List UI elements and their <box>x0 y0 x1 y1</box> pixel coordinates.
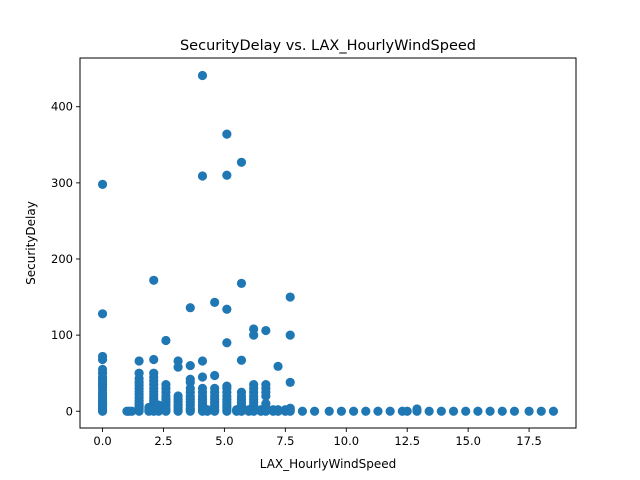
data-point <box>161 380 171 390</box>
x-tick-label: 7.5 <box>276 434 294 448</box>
data-point <box>97 179 108 189</box>
data-point <box>509 406 520 416</box>
data-point <box>134 368 144 378</box>
data-point <box>497 406 507 416</box>
data-point <box>161 335 171 346</box>
data-point <box>536 406 546 416</box>
data-point <box>134 356 144 366</box>
x-tick-label: 5.0 <box>215 434 233 448</box>
data-point <box>285 292 295 302</box>
data-point <box>197 383 208 394</box>
data-point <box>309 406 320 416</box>
data-point <box>97 309 108 319</box>
y-tick-label: 0 <box>66 404 73 418</box>
data-point <box>261 399 271 409</box>
data-point <box>210 297 220 307</box>
data-point <box>373 406 383 416</box>
data-point <box>197 171 208 181</box>
data-point <box>197 372 208 382</box>
data-point <box>402 406 412 416</box>
x-tick-label: 17.5 <box>516 434 542 448</box>
data-point <box>385 406 395 416</box>
y-tick-label: 400 <box>51 100 73 114</box>
plot-frame <box>79 57 577 429</box>
data-point <box>436 406 446 416</box>
data-point <box>236 355 247 365</box>
data-point <box>548 406 559 416</box>
data-point <box>249 380 259 390</box>
data-point <box>154 400 164 410</box>
data-point <box>424 406 434 416</box>
data-point <box>127 406 137 416</box>
data-point <box>210 370 220 381</box>
data-point <box>97 364 108 374</box>
chart-title: SecurityDelay vs. LAX_HourlyWindSpeed <box>180 38 476 54</box>
data-point <box>149 354 159 365</box>
y-tick-label: 200 <box>51 252 73 266</box>
y-axis: 0 100 200 300 400 <box>51 100 80 418</box>
data-point <box>412 404 422 414</box>
data-point <box>285 403 295 413</box>
data-point <box>149 368 159 378</box>
data-point <box>324 406 334 416</box>
data-point <box>210 383 220 394</box>
data-point <box>236 387 247 397</box>
data-point <box>273 361 283 371</box>
data-point <box>448 406 459 416</box>
data-point <box>197 356 208 366</box>
data-point <box>185 360 195 371</box>
data-point <box>348 406 359 416</box>
data-point <box>222 381 232 391</box>
data-point <box>97 351 108 362</box>
data-point <box>197 70 208 81</box>
x-tick-label: 10.0 <box>333 434 359 448</box>
data-point <box>185 374 195 384</box>
x-tick-label: 0.0 <box>93 434 111 448</box>
data-point <box>202 405 212 415</box>
data-point <box>261 325 271 336</box>
data-point <box>473 406 483 416</box>
y-axis-label: SecurityDelay <box>24 201 38 285</box>
data-point <box>222 170 232 180</box>
data-point <box>261 380 271 390</box>
y-tick-label: 100 <box>51 328 73 342</box>
x-tick-label: 12.5 <box>394 434 420 448</box>
points-layer <box>97 70 559 416</box>
data-point <box>173 356 183 366</box>
data-point <box>273 405 283 415</box>
data-point <box>524 406 534 416</box>
data-point <box>485 406 495 416</box>
data-point <box>185 303 195 313</box>
x-tick-label: 2.5 <box>154 434 172 448</box>
y-tick-label: 300 <box>51 176 73 190</box>
data-point <box>461 406 471 416</box>
x-axis: 0.0 2.5 5.0 7.5 10.0 12.5 15.0 17.5 <box>93 428 542 448</box>
data-point <box>285 377 295 387</box>
data-point <box>361 406 371 416</box>
data-point <box>236 157 247 167</box>
x-axis-label: LAX_HourlyWindSpeed <box>260 457 397 471</box>
data-point <box>222 129 232 139</box>
data-point <box>173 391 183 401</box>
data-point <box>297 406 308 416</box>
data-point <box>285 330 295 340</box>
x-tick-label: 15.0 <box>455 434 481 448</box>
data-point <box>249 324 259 334</box>
data-point <box>236 278 247 288</box>
data-point <box>222 338 232 348</box>
data-point <box>222 304 232 314</box>
data-point <box>336 406 347 416</box>
data-point <box>149 275 159 285</box>
